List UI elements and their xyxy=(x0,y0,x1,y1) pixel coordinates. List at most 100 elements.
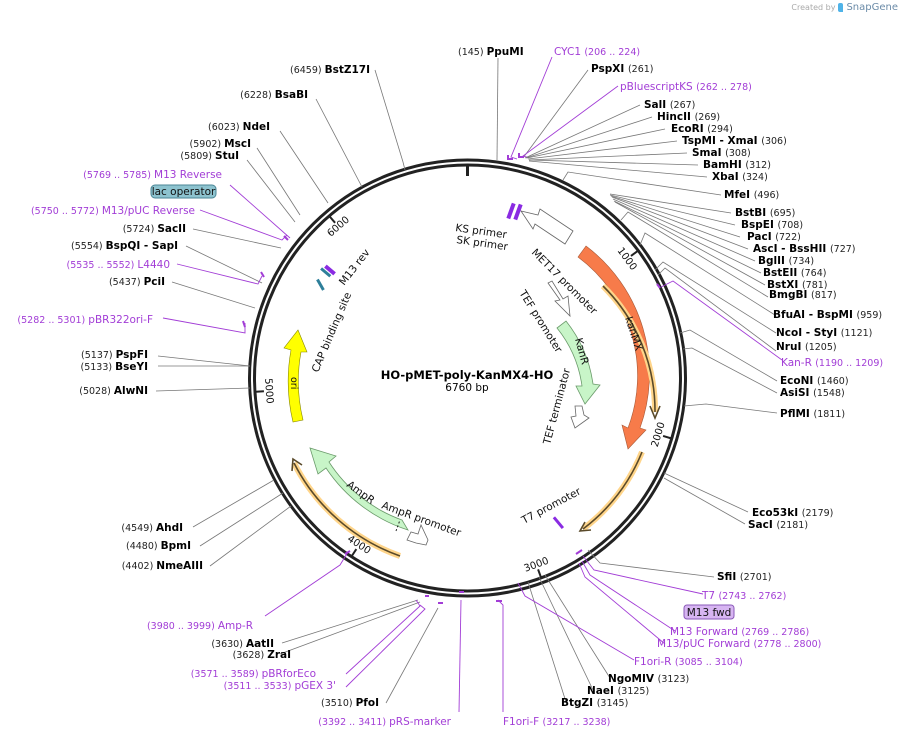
lac-operator-label: lac operator xyxy=(152,186,216,198)
credit-prefix: Created by xyxy=(791,3,836,12)
enzyme-site-label[interactable]: SmaI (308) xyxy=(692,147,751,159)
tick-label: 6000 xyxy=(325,215,352,240)
feature-cap-binding-site[interactable] xyxy=(316,278,325,291)
enzyme-site-label[interactable]: (4549) AhdI xyxy=(121,522,183,534)
enzyme-site-label[interactable]: BstBI (695) xyxy=(735,207,795,219)
enzyme-site-label[interactable]: SacI (2181) xyxy=(748,519,808,531)
feature-ampr[interactable] xyxy=(309,447,409,531)
primer-label[interactable]: (5535 .. 5552) L4440 xyxy=(67,259,170,271)
enzyme-site-label[interactable]: BmgBI (817) xyxy=(769,289,837,301)
feature-t7-promoter[interactable] xyxy=(552,516,565,530)
enzyme-site-label[interactable]: BspEI (708) xyxy=(741,219,803,231)
label-ori: ori xyxy=(288,377,299,389)
enzyme-site-label[interactable]: (6459) BstZ17I xyxy=(290,64,370,76)
primer-label[interactable]: (3511 .. 3533) pGEX 3' xyxy=(224,680,336,692)
feature-sk-primer[interactable] xyxy=(513,203,523,221)
lac-operator-box[interactable]: lac operator xyxy=(150,184,217,199)
tick-mark xyxy=(329,216,336,224)
enzyme-site-label[interactable]: NruI (1205) xyxy=(776,341,837,353)
enzyme-site-label[interactable]: AscI - BssHII (727) xyxy=(753,243,855,255)
primer-label[interactable]: (5769 .. 5785) M13 Reverse xyxy=(83,169,222,181)
enzyme-site-label[interactable]: BglII (734) xyxy=(758,255,814,267)
primer-label[interactable]: F1ori-F (3217 .. 3238) xyxy=(503,716,610,728)
enzyme-site-label[interactable]: MfeI (496) xyxy=(724,189,779,201)
primer-label[interactable]: (3571 .. 3589) pBRforEco xyxy=(191,668,316,680)
enzyme-labels-left: (6459) BstZ17I (6228) BsaBI (6023) NdeI (59… xyxy=(71,64,379,709)
enzyme-site-label[interactable]: (3630) AatII xyxy=(211,638,274,650)
primer-label[interactable]: (3980 .. 3999) Amp-R xyxy=(147,620,253,632)
enzyme-site-label[interactable]: SfiI (2701) xyxy=(717,571,772,583)
enzyme-site-label[interactable]: (5724) SacII xyxy=(123,223,186,235)
enzyme-site-label[interactable]: Eco53kI (2179) xyxy=(752,507,833,519)
enzyme-site-label[interactable]: TspMI - XmaI (306) xyxy=(682,135,787,147)
enzyme-site-label[interactable]: BamHI (312) xyxy=(703,159,771,171)
enzyme-site-label[interactable]: (5437) PciI xyxy=(109,276,165,288)
primer-label[interactable]: T7 (2743 .. 2762) xyxy=(701,590,786,602)
tick-label: 3000 xyxy=(523,556,551,575)
feature-m13-rev[interactable] xyxy=(324,264,336,276)
enzyme-site-label[interactable]: (5028) AlwNI xyxy=(79,385,148,397)
m13-fwd-label: M13 fwd xyxy=(687,607,732,619)
enzyme-site-label[interactable]: (3628) ZraI xyxy=(233,649,291,661)
enzyme-site-label[interactable]: (5902) MscI xyxy=(190,138,251,150)
feature-tef-promoter-arrow[interactable] xyxy=(547,280,571,318)
primer-label[interactable]: (5750 .. 5772) M13/pUC Reverse xyxy=(31,205,195,217)
enzyme-site-label[interactable]: (5133) BseYI xyxy=(81,361,149,373)
primer-label[interactable]: M13 Forward (2769 .. 2786) xyxy=(670,626,809,638)
enzyme-site-label[interactable]: XbaI (324) xyxy=(712,171,768,183)
feature-ori[interactable] xyxy=(283,329,308,423)
primer-label[interactable]: CYC1 (206 .. 224) xyxy=(554,46,640,58)
enzyme-site-label[interactable]: BstXI (781) xyxy=(767,279,827,291)
tick-label: 5000 xyxy=(262,378,275,404)
feature-ks-primer[interactable] xyxy=(506,202,516,220)
enzyme-site-label[interactable]: (145) PpuMI xyxy=(458,46,524,58)
label-m13-rev: M13 rev xyxy=(337,247,373,288)
feature-met17-promoter-arrow[interactable] xyxy=(520,208,574,245)
plasmid-name: HO-pMET-poly-KanMX4-HO xyxy=(381,368,554,382)
enzyme-site-label[interactable]: BstEII (764) xyxy=(763,267,826,279)
primer-label[interactable]: pBluescriptKS (262 .. 278) xyxy=(620,81,752,93)
enzyme-site-label[interactable]: (6228) BsaBI xyxy=(240,89,308,101)
enzyme-site-label[interactable]: NaeI (3125) xyxy=(587,685,649,697)
enzyme-site-label[interactable]: PflMI (1811) xyxy=(780,408,845,420)
label-tef-promoter: TEF promoter xyxy=(516,287,565,355)
enzyme-site-label[interactable]: AsiSI (1548) xyxy=(780,387,845,399)
enzyme-site-label[interactable]: (4402) NmeAIII xyxy=(122,560,203,572)
primer-labels: CYC1 (206 .. 224) pBluescriptKS (262 .. 2… xyxy=(17,46,883,728)
primer-markers xyxy=(242,153,661,604)
enzyme-site-label[interactable]: SalI (267) xyxy=(644,99,695,111)
feature-kanr[interactable] xyxy=(556,320,601,405)
tick-label: 1000 xyxy=(615,246,639,273)
enzyme-site-label[interactable]: EcoRI (294) xyxy=(671,123,733,135)
enzyme-site-label[interactable]: (5809) StuI xyxy=(180,150,239,162)
enzyme-site-label[interactable]: BtgZI (3145) xyxy=(561,697,628,709)
enzyme-site-label[interactable]: (6023) NdeI xyxy=(208,121,270,133)
enzyme-site-label[interactable]: PspXI (261) xyxy=(591,63,653,75)
enzyme-site-label[interactable]: (5554) BspQI - SapI xyxy=(71,240,178,252)
primer-label[interactable]: (5282 .. 5301) pBR322ori-F xyxy=(17,314,153,326)
primer-label[interactable]: F1ori-R (3085 .. 3104) xyxy=(634,656,743,668)
tick-mark xyxy=(630,250,638,257)
enzyme-site-label[interactable]: HincII (269) xyxy=(657,111,720,123)
enzyme-site-label[interactable]: (4480) BpmI xyxy=(126,540,191,552)
enzyme-site-label[interactable]: NgoMIV (3123) xyxy=(608,673,689,685)
enzyme-site-label[interactable]: PacI (722) xyxy=(747,231,801,243)
enzyme-site-label[interactable]: (5137) PspFI xyxy=(81,349,148,361)
m13-fwd-box[interactable]: M13 fwd xyxy=(683,604,735,620)
snapgene-credit: Created by SnapGene xyxy=(791,2,898,13)
feature-ampr-promoter-arrow[interactable] xyxy=(406,523,429,546)
snapgene-logo-icon xyxy=(838,3,844,12)
label-cap-binding-site: CAP binding site xyxy=(310,291,355,375)
enzyme-site-label[interactable]: NcoI - StyI (1121) xyxy=(776,327,872,339)
primer-label[interactable]: Kan-R (1190 .. 1209) xyxy=(781,357,883,369)
plasmid-length: 6760 bp xyxy=(445,382,489,394)
primer-label[interactable]: (3392 .. 3411) pRS-marker xyxy=(318,716,451,728)
enzyme-site-label[interactable]: (3510) PfoI xyxy=(321,697,379,709)
enzyme-site-label[interactable]: BfuAI - BspMI (959) xyxy=(773,309,882,321)
primer-label[interactable]: M13/pUC Forward (2778 .. 2800) xyxy=(657,638,821,650)
feature-tef-terminator-arrow[interactable] xyxy=(570,405,590,429)
tick-mark xyxy=(662,435,672,440)
primer-leaders xyxy=(162,56,783,713)
credit-brand: SnapGene xyxy=(846,2,898,13)
enzyme-site-label[interactable]: EcoNI (1460) xyxy=(780,375,849,387)
